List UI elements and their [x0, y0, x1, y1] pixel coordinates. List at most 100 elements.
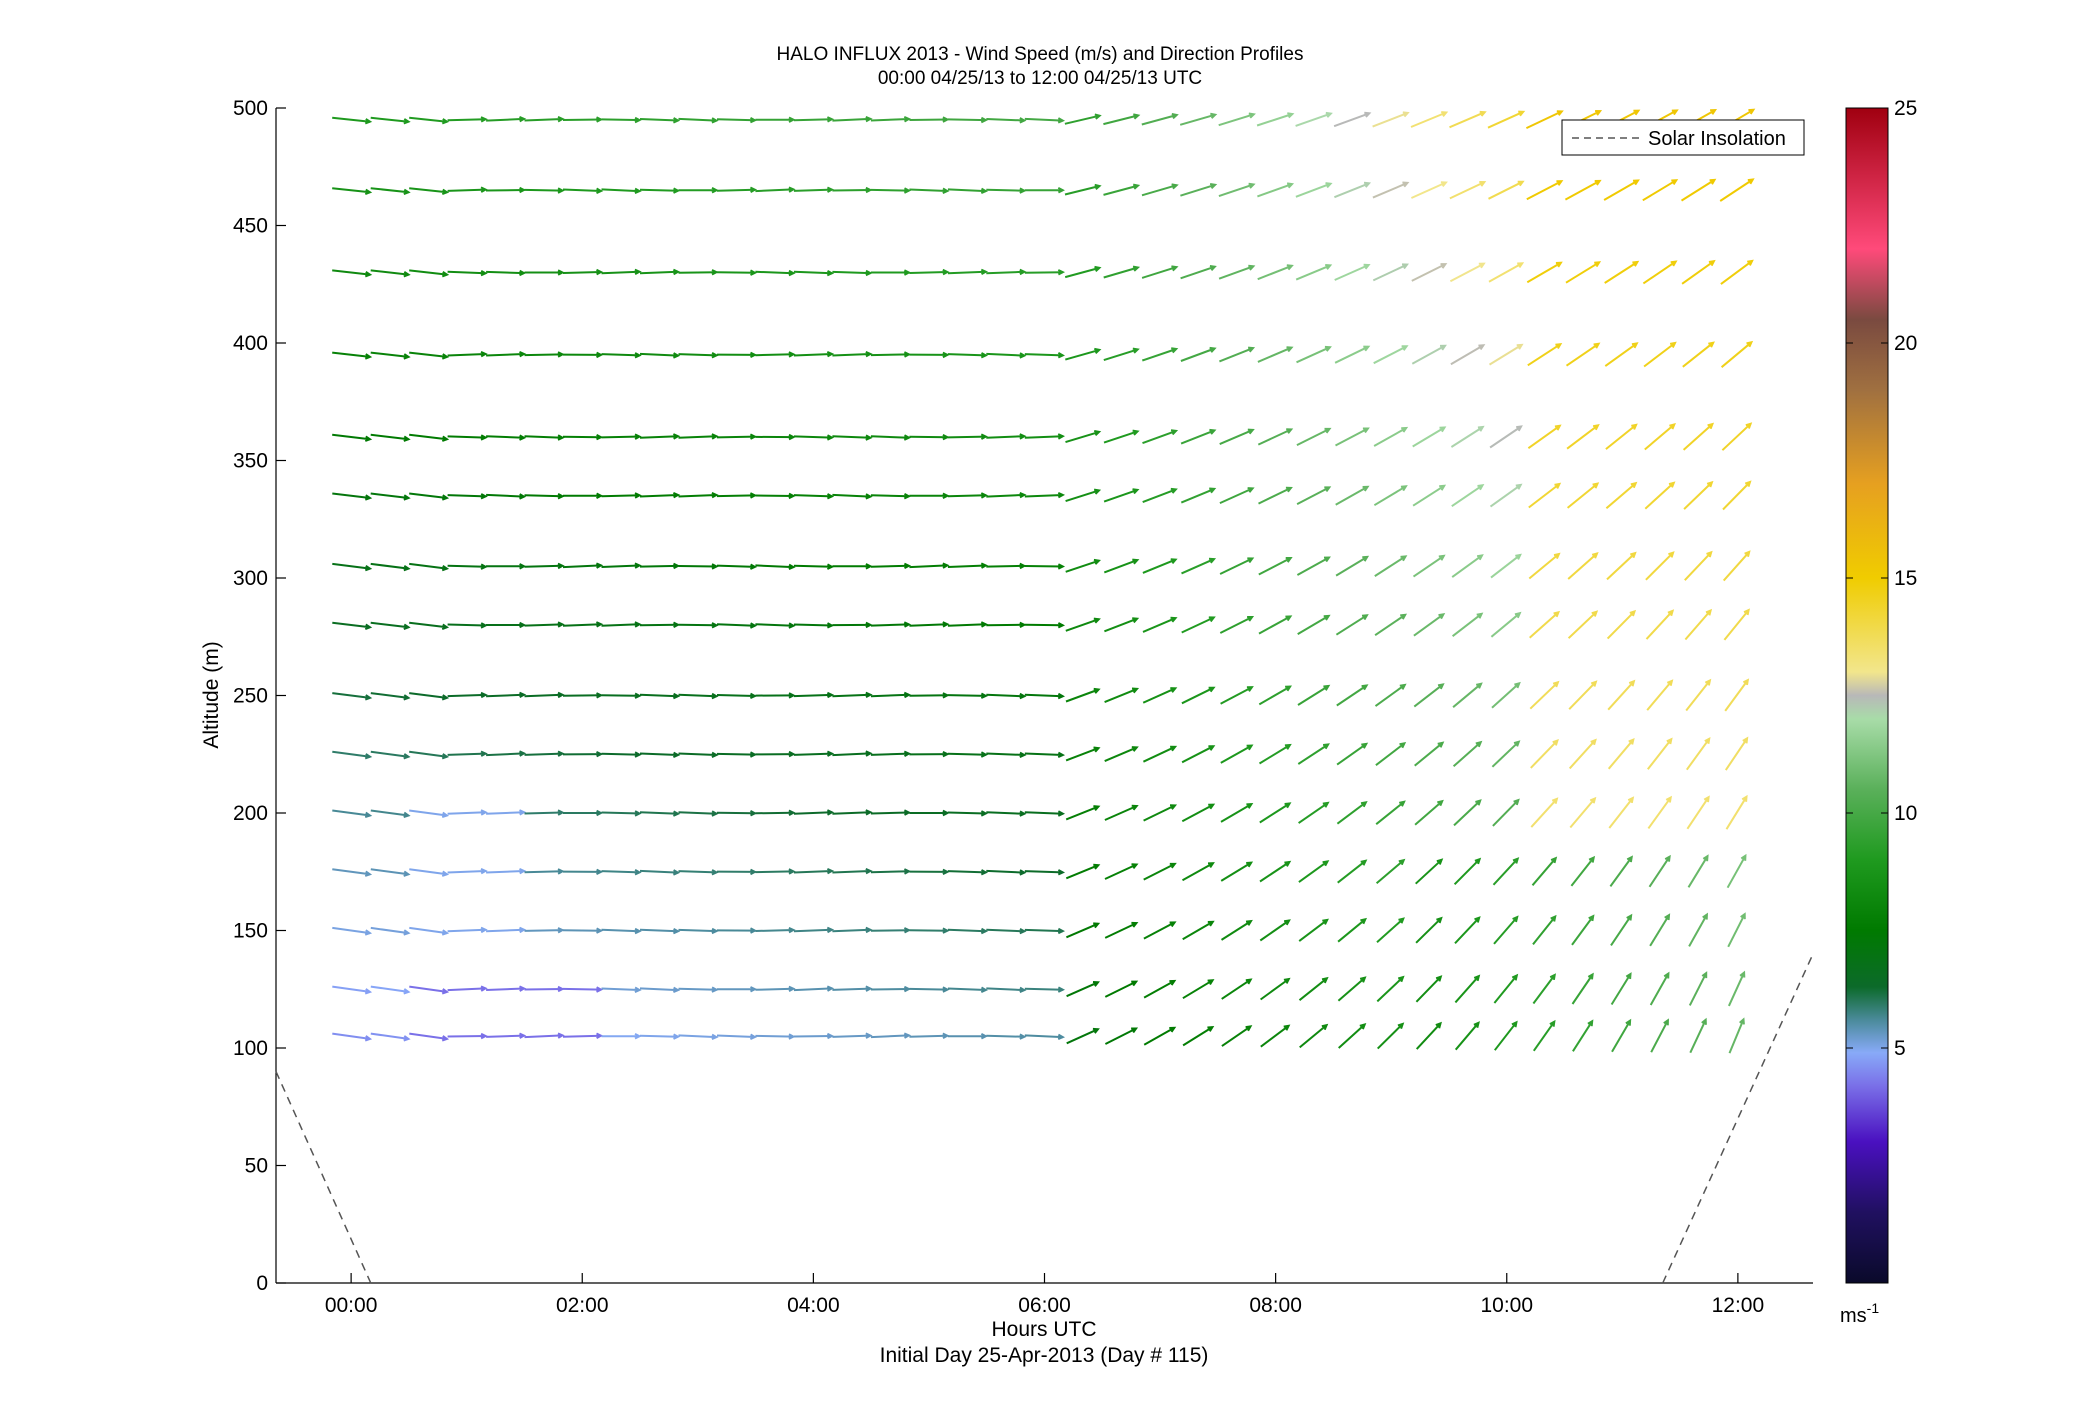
wind-vector-head	[1019, 491, 1027, 499]
wind-vector-head	[1628, 679, 1636, 687]
wind-vector-head	[1593, 342, 1601, 349]
wind-vector	[793, 693, 832, 698]
wind-vector-head	[672, 692, 681, 700]
wind-vector	[1565, 261, 1600, 284]
wind-vector	[716, 564, 755, 568]
wind-vector	[870, 1034, 909, 1039]
wind-vector-head	[403, 988, 411, 995]
wind-vector	[1688, 972, 1708, 1006]
wind-vector-head	[403, 353, 411, 360]
wind-vector	[1219, 347, 1254, 363]
wind-vector-head	[1477, 484, 1485, 491]
wind-vector	[909, 623, 948, 627]
wind-vector	[1142, 617, 1176, 633]
wind-vector	[1182, 1026, 1213, 1047]
wind-vector	[1412, 484, 1445, 507]
wind-vector-head	[750, 351, 758, 358]
wind-vector	[1180, 429, 1215, 445]
wind-vector-head	[1093, 558, 1101, 565]
wind-vector-head	[1705, 608, 1713, 616]
wind-vector	[1221, 978, 1252, 1000]
wind-vector-head	[557, 269, 565, 276]
wind-vector	[409, 692, 448, 699]
wind-vector	[1607, 680, 1635, 711]
wind-vector	[1728, 1019, 1745, 1054]
wind-vector	[1181, 558, 1215, 575]
wind-vector-head	[711, 187, 719, 194]
wind-vector-head	[596, 116, 604, 123]
wind-vector-head	[826, 350, 835, 358]
wind-vector	[870, 988, 909, 991]
wind-vector	[1454, 1022, 1480, 1051]
wind-vector	[1572, 1020, 1594, 1052]
wind-vector	[1529, 681, 1559, 710]
wind-vector	[332, 433, 371, 441]
wind-vector	[793, 752, 832, 756]
wind-vector-head	[1323, 743, 1330, 750]
x-tick-label: 00:00	[325, 1294, 378, 1317]
wind-vector	[832, 987, 871, 991]
wind-vector-head	[1209, 265, 1217, 271]
wind-vector	[1451, 613, 1483, 637]
x-ticks: 00:00 02:00 04:00 06:00 08:00 10:00 12:00	[325, 1273, 1764, 1317]
wind-vector-head	[1132, 265, 1141, 272]
wind-vector-head	[441, 694, 450, 701]
wind-vector-head	[1746, 340, 1754, 348]
wind-vector-head	[1057, 269, 1066, 276]
wind-vector	[447, 623, 486, 627]
wind-vector-head	[1363, 181, 1372, 188]
wind-vector-head	[672, 433, 681, 440]
wind-vector-head	[1475, 799, 1482, 806]
wind-vector-head	[1092, 981, 1100, 987]
wind-vector-head	[1094, 347, 1102, 355]
wind-vector	[370, 621, 409, 629]
wind-vector-head	[1247, 487, 1255, 493]
wind-vector	[1414, 800, 1443, 826]
wind-vector	[755, 870, 794, 874]
wind-vector	[1024, 565, 1063, 568]
wind-vector	[332, 750, 371, 758]
wind-vector	[1608, 797, 1634, 829]
wind-vector-head	[364, 1035, 373, 1042]
wind-vector	[1532, 974, 1556, 1005]
wind-vector	[716, 271, 755, 274]
wind-vector	[370, 116, 409, 123]
wind-vector-head	[1630, 481, 1638, 489]
wind-vector	[1567, 552, 1598, 580]
wind-vector-head	[596, 751, 604, 758]
wind-vector-head	[1360, 917, 1368, 925]
wind-vector	[678, 565, 717, 568]
wind-vector-head	[364, 118, 373, 125]
wind-vector	[1181, 616, 1215, 634]
wind-vector-head	[1668, 481, 1676, 488]
wind-vector-head	[596, 187, 604, 195]
wind-vector	[986, 493, 1025, 498]
wind-vector-head	[1363, 263, 1371, 270]
wind-vector	[793, 494, 832, 498]
wind-vector-head	[634, 116, 642, 124]
wind-vector-head	[1513, 740, 1521, 747]
wind-vector-head	[519, 563, 527, 570]
wind-vector	[1142, 745, 1176, 763]
wind-vector	[1258, 685, 1291, 706]
wind-vector-head	[441, 1035, 450, 1042]
wind-vector-head	[980, 268, 988, 275]
wind-vector-head	[480, 350, 488, 358]
wind-vector	[1219, 557, 1253, 575]
wind-vector	[1604, 261, 1638, 284]
wind-vector-head	[980, 433, 988, 440]
wind-vector	[870, 811, 909, 815]
wind-vector-head	[1438, 554, 1446, 561]
wind-vector	[1103, 488, 1138, 503]
wind-vector-head	[441, 811, 450, 819]
wind-vector	[601, 494, 640, 498]
wind-vector-head	[1665, 795, 1673, 803]
wind-vector-head	[441, 623, 450, 631]
wind-vector-head	[672, 810, 681, 817]
wind-vector	[1610, 915, 1632, 946]
wind-vector-head	[1591, 610, 1599, 617]
wind-vector	[678, 435, 717, 439]
wind-vector-head	[595, 621, 604, 628]
wind-vector-head	[980, 927, 988, 935]
wind-vector-head	[1170, 745, 1178, 752]
